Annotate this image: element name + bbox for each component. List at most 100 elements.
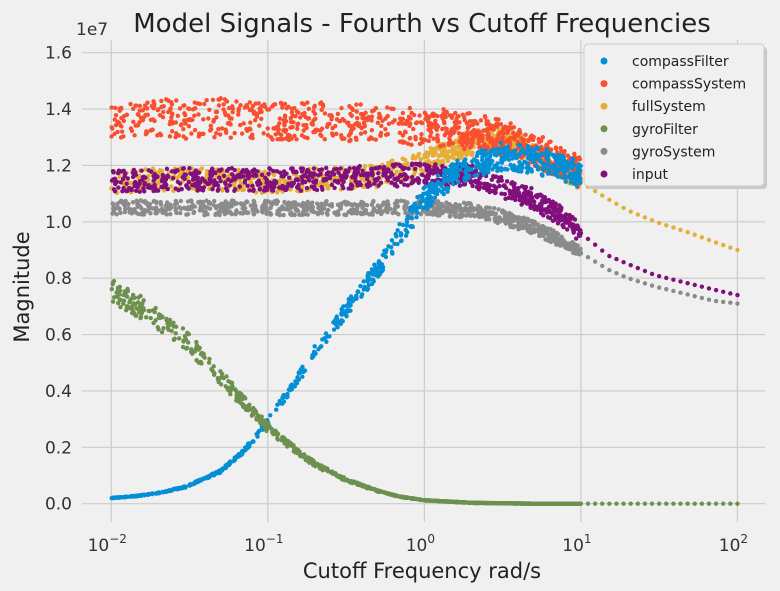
data-point xyxy=(124,181,129,186)
data-point xyxy=(378,180,384,185)
data-point xyxy=(419,172,425,178)
data-point xyxy=(407,106,413,111)
data-point xyxy=(402,157,408,163)
data-point xyxy=(431,209,437,215)
data-point xyxy=(354,209,360,214)
data-point xyxy=(614,256,619,262)
data-point xyxy=(286,137,292,143)
data-point xyxy=(454,169,459,175)
data-point xyxy=(135,203,140,208)
data-point xyxy=(508,150,514,155)
data-point xyxy=(427,210,432,216)
data-point xyxy=(433,122,438,128)
data-point xyxy=(380,252,386,258)
data-point xyxy=(295,178,301,183)
data-point xyxy=(571,225,576,231)
data-point xyxy=(140,301,145,306)
data-point xyxy=(354,293,359,298)
data-point xyxy=(538,204,544,210)
data-point xyxy=(403,210,408,216)
data-point xyxy=(511,163,517,168)
data-point xyxy=(334,212,339,217)
data-point xyxy=(247,188,252,193)
data-point xyxy=(223,185,229,191)
data-point xyxy=(422,179,427,184)
data-point xyxy=(482,184,487,189)
data-point xyxy=(479,213,484,218)
data-point xyxy=(187,482,192,488)
data-point xyxy=(573,244,579,250)
data-point xyxy=(499,178,505,183)
data-point xyxy=(450,141,456,146)
data-point xyxy=(195,101,201,106)
data-point xyxy=(441,179,447,184)
data-point xyxy=(557,203,562,208)
data-point xyxy=(548,210,554,215)
data-point xyxy=(520,199,526,204)
data-point xyxy=(135,112,141,117)
data-point xyxy=(414,120,420,125)
data-point xyxy=(324,210,329,215)
data-point xyxy=(511,167,516,173)
data-point xyxy=(293,379,298,384)
data-point xyxy=(409,161,415,166)
data-point xyxy=(425,117,430,123)
data-point xyxy=(607,267,612,273)
data-point xyxy=(560,222,565,228)
data-point xyxy=(685,292,690,297)
data-point xyxy=(129,128,135,134)
data-point xyxy=(471,212,476,217)
data-point xyxy=(221,173,227,179)
data-point xyxy=(546,227,551,232)
data-point xyxy=(195,175,201,180)
data-point xyxy=(441,107,446,112)
data-point xyxy=(119,129,125,134)
data-point xyxy=(410,180,415,185)
data-point xyxy=(528,218,534,224)
data-point xyxy=(237,122,243,128)
data-point xyxy=(372,262,377,267)
data-point xyxy=(160,184,165,190)
data-point xyxy=(515,167,521,172)
data-point xyxy=(443,114,448,120)
data-point xyxy=(273,132,278,137)
data-point xyxy=(311,171,316,176)
data-point xyxy=(115,119,120,125)
data-point xyxy=(130,207,135,212)
data-point xyxy=(174,131,179,136)
data-point xyxy=(400,222,406,228)
data-point xyxy=(208,169,213,174)
data-point xyxy=(138,198,143,203)
data-point xyxy=(232,183,237,189)
data-point xyxy=(381,164,387,170)
data-point xyxy=(347,166,352,171)
data-point xyxy=(433,118,438,124)
data-point xyxy=(239,131,245,136)
data-point xyxy=(600,248,605,253)
data-point xyxy=(256,101,261,106)
data-point xyxy=(463,168,468,173)
data-point xyxy=(158,199,163,205)
data-point xyxy=(442,133,447,138)
data-point xyxy=(284,201,289,207)
data-point xyxy=(132,181,137,186)
data-point xyxy=(270,104,275,109)
data-point xyxy=(347,308,352,313)
data-point xyxy=(416,177,422,183)
data-point xyxy=(483,115,488,120)
data-point xyxy=(575,157,580,162)
data-point xyxy=(355,115,360,121)
data-point xyxy=(113,122,119,128)
data-point xyxy=(214,115,219,120)
data-point xyxy=(270,137,275,142)
data-point xyxy=(164,166,170,171)
data-point xyxy=(735,292,740,298)
data-point xyxy=(196,131,202,136)
data-point xyxy=(118,135,124,140)
data-point xyxy=(322,111,328,116)
data-point xyxy=(132,133,137,138)
data-point xyxy=(354,102,359,107)
data-point xyxy=(160,176,165,182)
data-point xyxy=(567,223,573,228)
data-point xyxy=(685,230,690,235)
